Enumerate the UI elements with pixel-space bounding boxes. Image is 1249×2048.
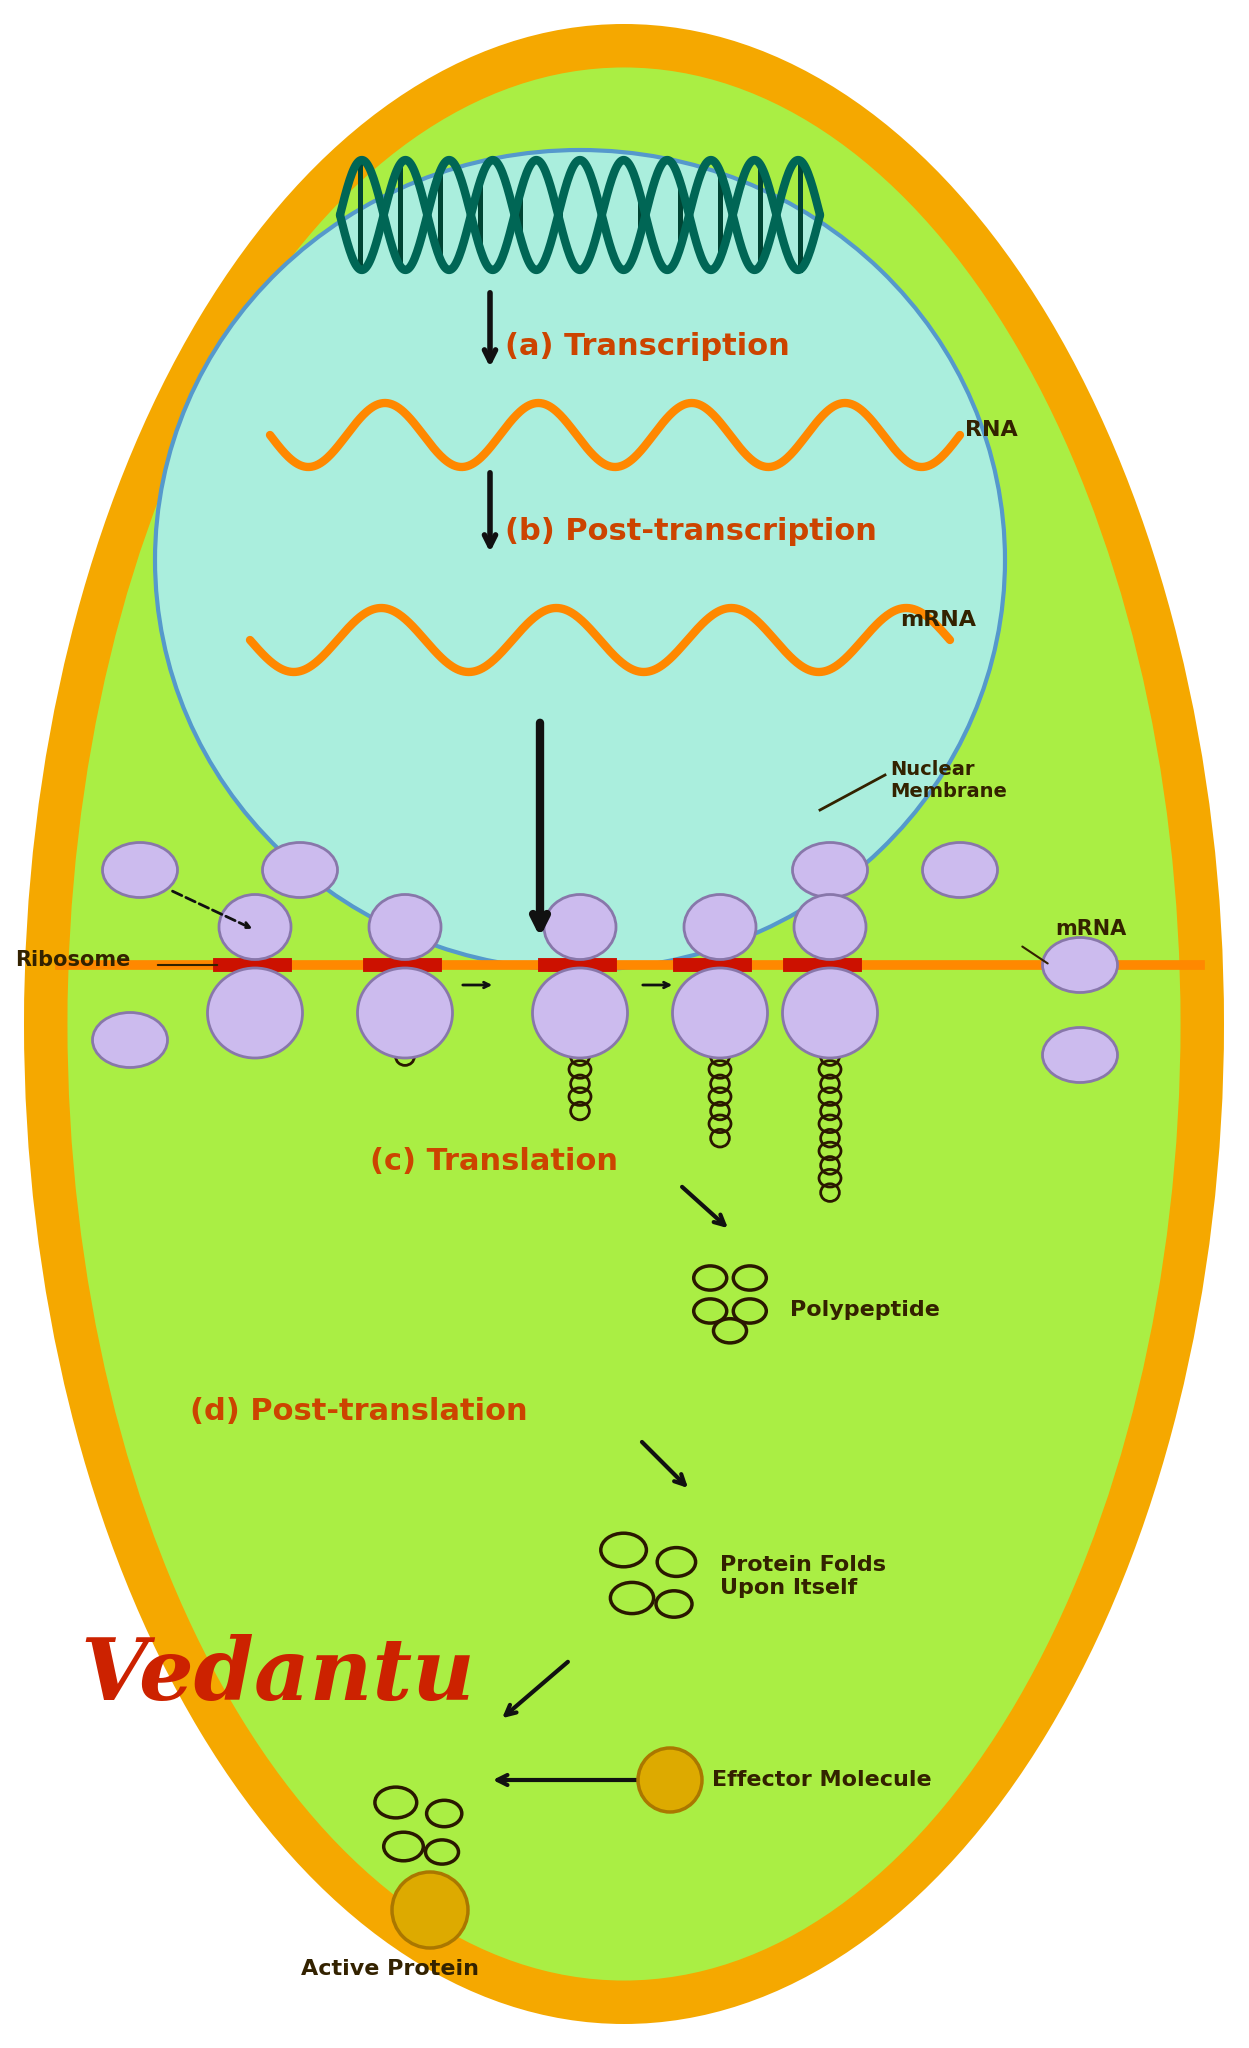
Circle shape — [392, 1872, 468, 1948]
Ellipse shape — [64, 63, 1184, 1985]
Ellipse shape — [219, 895, 291, 961]
Text: RNA: RNA — [965, 420, 1018, 440]
Text: Nuclear
Membrane: Nuclear Membrane — [891, 760, 1007, 801]
Text: Protein Folds
Upon Itself: Protein Folds Upon Itself — [719, 1554, 886, 1597]
Text: Effector Molecule: Effector Molecule — [712, 1769, 932, 1790]
Ellipse shape — [357, 969, 452, 1059]
Ellipse shape — [672, 969, 767, 1059]
Text: (c) Translation: (c) Translation — [370, 1147, 618, 1176]
Text: mRNA: mRNA — [901, 610, 975, 631]
Ellipse shape — [102, 842, 177, 897]
Text: Polypeptide: Polypeptide — [791, 1300, 940, 1321]
Ellipse shape — [155, 150, 1005, 971]
Ellipse shape — [1043, 938, 1118, 993]
Ellipse shape — [262, 842, 337, 897]
Ellipse shape — [207, 969, 302, 1059]
Text: (d) Post-translation: (d) Post-translation — [190, 1397, 527, 1425]
Text: mRNA: mRNA — [1055, 920, 1127, 938]
Ellipse shape — [368, 895, 441, 961]
Text: (a) Transcription: (a) Transcription — [505, 332, 789, 360]
Ellipse shape — [793, 842, 868, 897]
Ellipse shape — [684, 895, 756, 961]
Ellipse shape — [783, 969, 878, 1059]
Ellipse shape — [92, 1012, 167, 1067]
Ellipse shape — [1043, 1028, 1118, 1083]
Circle shape — [638, 1749, 702, 1812]
Ellipse shape — [24, 25, 1224, 2023]
Text: (b) Post-transcription: (b) Post-transcription — [505, 516, 877, 547]
Ellipse shape — [532, 969, 627, 1059]
Ellipse shape — [794, 895, 866, 961]
Text: Ribosome: Ribosome — [15, 950, 130, 971]
Ellipse shape — [923, 842, 998, 897]
Text: Vedantu: Vedantu — [80, 1634, 475, 1718]
Ellipse shape — [545, 895, 616, 961]
Text: Active Protein: Active Protein — [301, 1960, 480, 1978]
